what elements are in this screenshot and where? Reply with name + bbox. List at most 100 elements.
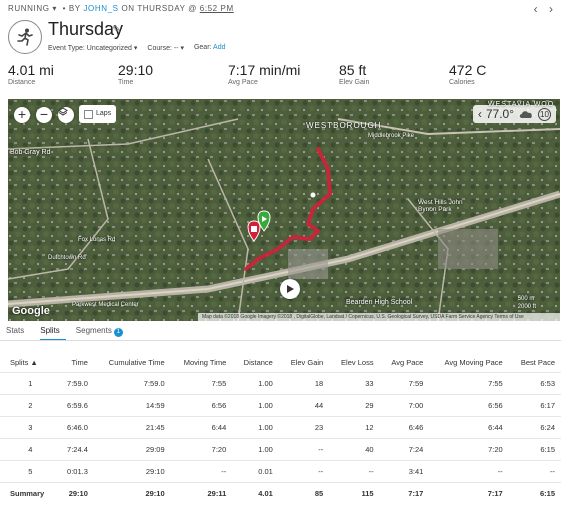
map-label-westborough: WESTBOROUGH (306, 121, 382, 130)
table-cell: 6:46.0 (56, 416, 94, 439)
table-cell: 6:15 (508, 438, 561, 461)
event-type-dropdown[interactable]: Event Type: Uncategorized ▾ (48, 45, 138, 52)
map-label-west-hills: West Hills John Bynon Park (418, 199, 463, 213)
table-cell: -- (278, 460, 330, 483)
table-cell: 6:17 (508, 394, 561, 417)
column-header: Avg Moving Pace (444, 357, 503, 367)
column-header: Best Pace (520, 357, 555, 367)
gear-add-link[interactable]: Add (213, 44, 226, 51)
map-label-bob-gray: Bob Gray Rd (10, 149, 51, 156)
cloud-icon (519, 111, 532, 118)
google-logo: Google (12, 305, 50, 317)
user-link[interactable]: JOHN_S (83, 4, 119, 13)
table-row: 3 6:46.0 21:45 6:44 1.00 23 12 6:46 6:44… (0, 416, 561, 439)
splits-table: Splits ▲ Time Cumulative Time Moving Tim… (0, 352, 561, 504)
table-cell: 40 (329, 438, 380, 461)
tab-segments[interactable]: Segments 1 (76, 323, 129, 341)
column-header: Moving Time (183, 357, 227, 367)
map-scale: 500 m 2000 ft (517, 296, 536, 310)
table-cell: 4.01 (232, 482, 279, 504)
table-row: 4 7:24.4 29:09 7:20 1.00 -- 40 7:24 7:20… (0, 438, 561, 461)
table-cell: 29 (329, 394, 380, 417)
stat-avg-pace: 7:17 min/mi Avg Pace (228, 62, 301, 86)
prev-activity-button[interactable]: ‹ (533, 2, 538, 16)
table-cell: 1 (0, 372, 57, 395)
table-cell: 3 (0, 416, 57, 439)
play-icon (287, 285, 294, 293)
table-cell: 7:55 (170, 372, 233, 395)
table-cell: 7:59.0 (56, 372, 94, 395)
map-label-middlebrook: Middlebrook Pike (368, 133, 415, 139)
table-cell: 44 (278, 394, 330, 417)
column-header: Elev Loss (341, 357, 374, 367)
column-header: Distance (243, 357, 273, 367)
play-route-button[interactable] (280, 279, 300, 299)
activity-type-dropdown[interactable]: RUNNING ▾ (8, 4, 57, 13)
table-cell: 6:56 (170, 394, 233, 417)
stat-calories: 472 C Calories (449, 62, 487, 86)
running-activity-icon (8, 20, 42, 54)
next-activity-button[interactable]: › (549, 2, 553, 16)
activity-tabs: Stats Splits Segments 1 (6, 323, 139, 341)
zoom-in-button[interactable]: + (14, 107, 30, 123)
table-cell: 1.00 (232, 372, 279, 395)
summary-stats: 4.01 mi Distance 29:10 Time 7:17 min/mi Avg… (8, 63, 553, 90)
table-cell: -- (329, 460, 380, 483)
map-label-parkwest: Parkwest Medical Center (72, 302, 139, 308)
route-map[interactable]: + − Laps ‹ 77.0° 10 WESTBOROUGH WESTAVIA… (8, 99, 560, 321)
table-cell: 33 (329, 372, 380, 395)
satellite-imagery (8, 99, 560, 321)
table-cell: 6:59.6 (56, 394, 94, 417)
weather-widget: ‹ 77.0° 10 (472, 105, 556, 123)
laps-toggle[interactable]: Laps (79, 105, 117, 123)
map-attribution[interactable]: Map data ©2018 Google Imagery ©2018 , Di… (198, 313, 560, 321)
stat-distance: 4.01 mi Distance (8, 62, 54, 86)
table-header-row: Splits ▲ Time Cumulative Time Moving Tim… (0, 352, 561, 373)
table-cell: 7:17 (429, 482, 509, 504)
weather-badge: 10 (538, 107, 551, 121)
temperature-value: 77.0° (485, 107, 514, 121)
table-cell: -- (508, 460, 561, 483)
table-cell: 1.00 (232, 416, 279, 439)
segments-count-badge: 1 (113, 328, 123, 337)
table-cell: -- (278, 438, 330, 461)
map-label-fox-lonas: Fox Lonas Rd (78, 237, 116, 243)
table-cell: 18 (278, 372, 330, 395)
table-cell: 1.00 (232, 394, 279, 417)
tab-stats[interactable]: Stats (6, 326, 25, 335)
table-cell: Summary (0, 482, 57, 504)
activity-meta: Event Type: Uncategorized ▾ Course: -- ▾… (48, 44, 226, 52)
stat-time: 29:10 Time (118, 62, 154, 86)
edit-pencil-icon[interactable]: ✎ (112, 24, 122, 36)
table-cell: 7:00 (379, 394, 430, 417)
column-header: Time (71, 357, 88, 367)
table-cell: 6:24 (508, 416, 561, 439)
table-cell: -- (170, 460, 233, 483)
map-label-dutchtown: Dutchtown Rd (48, 255, 86, 261)
tab-splits[interactable]: Splits (40, 323, 66, 341)
table-row: 1 7:59.0 7:59.0 7:55 1.00 18 33 7:59 7:5… (0, 372, 561, 395)
table-cell: 115 (329, 482, 380, 504)
table-cell: 29:11 (170, 482, 233, 504)
summary-row: Summary 29:10 29:10 29:11 4.01 85 115 7:… (0, 482, 561, 504)
table-cell: 7:20 (170, 438, 233, 461)
stat-elev-gain: 85 ft Elev Gain (339, 62, 370, 86)
activity-title: Thursday (48, 19, 124, 39)
table-cell: 6:44 (429, 416, 509, 439)
table-cell: 7:24 (379, 438, 430, 461)
table-cell: 85 (278, 482, 330, 504)
table-cell: 7:59 (379, 372, 430, 395)
table-cell: -- (429, 460, 509, 483)
activity-time-link[interactable]: 6:52 PM (199, 4, 234, 13)
map-label-bearden: Bearden High School (346, 299, 413, 306)
table-cell: 7:59.0 (93, 372, 171, 395)
laps-checkbox[interactable] (84, 109, 93, 119)
column-header-splits[interactable]: Splits ▲ (10, 357, 38, 367)
table-cell: 7:55 (429, 372, 509, 395)
table-cell: 29:10 (93, 460, 171, 483)
zoom-out-button[interactable]: − (36, 107, 52, 123)
layers-button[interactable] (58, 107, 74, 123)
table-cell: 0:01.3 (56, 460, 94, 483)
course-dropdown[interactable]: Course: -- ▾ (147, 45, 184, 52)
chevron-left-icon[interactable]: ‹ (477, 107, 482, 121)
